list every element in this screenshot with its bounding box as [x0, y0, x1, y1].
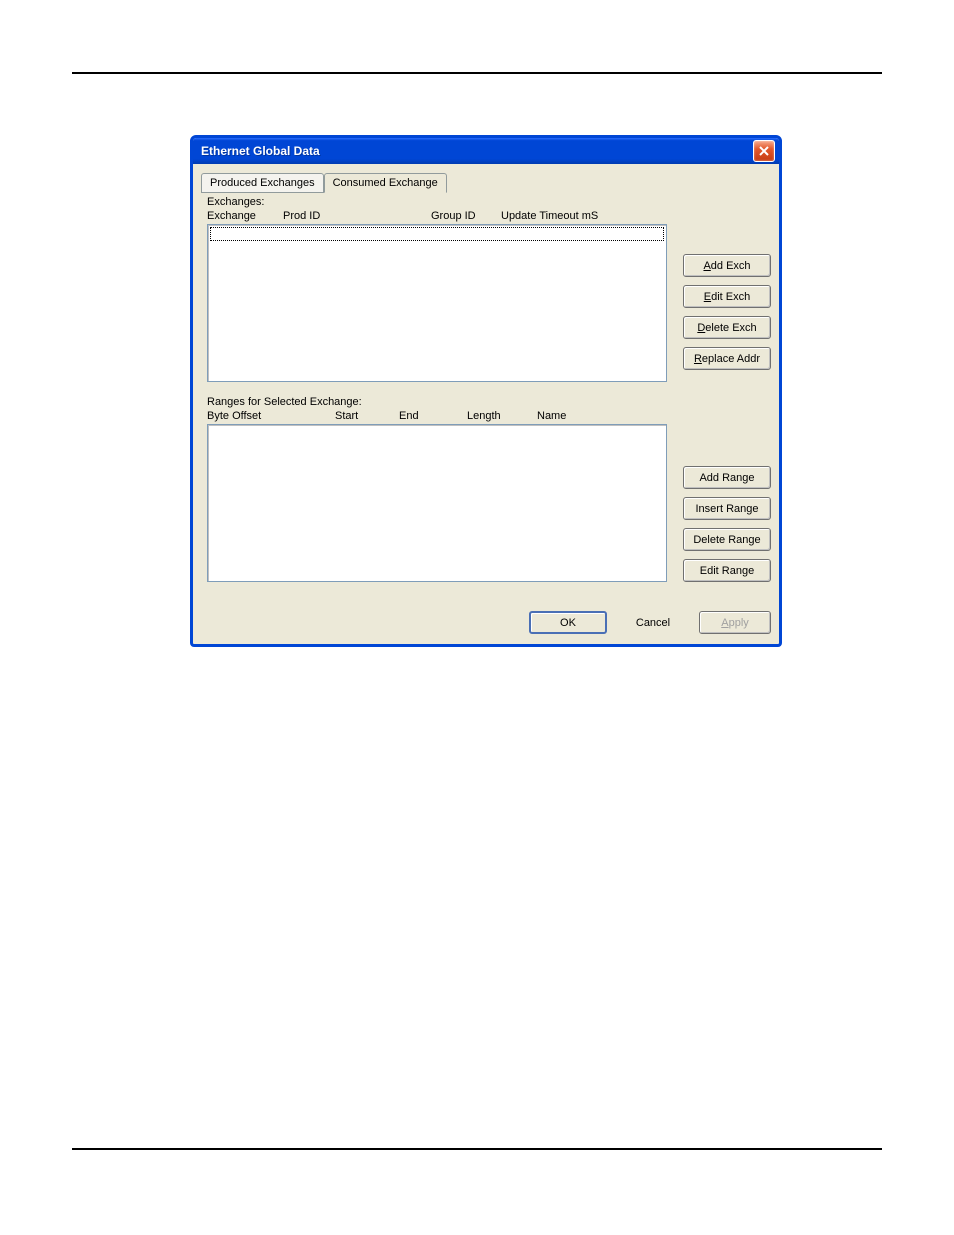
col-byte-offset: Byte Offset — [207, 410, 335, 422]
col-start: Start — [335, 410, 399, 422]
exchanges-listbox[interactable] — [207, 224, 667, 382]
close-icon — [759, 146, 769, 156]
col-update-timeout: Update Timeout mS — [501, 210, 598, 222]
page-rule-top — [72, 72, 882, 74]
col-end: End — [399, 410, 467, 422]
range-buttons: Add Range Insert Range Delete Range Edit… — [683, 466, 771, 582]
ranges-column-headers: Byte Offset Start End Length Name — [207, 410, 771, 422]
tabs-row: Produced Exchanges Consumed Exchange — [201, 172, 771, 192]
col-exchange: Exchange — [207, 210, 283, 222]
col-group-id: Group ID — [431, 210, 501, 222]
dialog-body: Produced Exchanges Consumed Exchange Exc… — [193, 164, 779, 644]
add-exch-button[interactable]: Add Exch — [683, 254, 771, 277]
replace-addr-button[interactable]: Replace Addr — [683, 347, 771, 370]
cancel-button[interactable]: Cancel — [623, 611, 683, 634]
ok-button[interactable]: OK — [529, 611, 607, 634]
ranges-listbox[interactable] — [207, 424, 667, 582]
col-prod-id: Prod ID — [283, 210, 431, 222]
edit-range-button[interactable]: Edit Range — [683, 559, 771, 582]
ranges-label: Ranges for Selected Exchange: — [207, 396, 771, 408]
add-range-button[interactable]: Add Range — [683, 466, 771, 489]
exchange-buttons: Add Exch Edit Exch Delete Exch Replace A… — [683, 254, 771, 370]
col-length: Length — [467, 410, 537, 422]
titlebar: Ethernet Global Data — [193, 138, 779, 164]
delete-exch-button[interactable]: Delete Exch — [683, 316, 771, 339]
apply-button[interactable]: Apply — [699, 611, 771, 634]
page-rule-bottom — [72, 1148, 882, 1150]
delete-range-button[interactable]: Delete Range — [683, 528, 771, 551]
dialog-title: Ethernet Global Data — [201, 144, 320, 158]
insert-range-button[interactable]: Insert Range — [683, 497, 771, 520]
dialog-footer: OK Cancel Apply — [529, 611, 771, 634]
close-button[interactable] — [753, 140, 775, 162]
ethernet-global-data-dialog: Ethernet Global Data Produced Exchanges … — [190, 135, 782, 647]
exchanges-selected-row[interactable] — [210, 227, 664, 241]
exchanges-label: Exchanges: — [207, 196, 771, 208]
exchanges-column-headers: Exchange Prod ID Group ID Update Timeout… — [207, 210, 771, 222]
consumed-exchange-panel: Exchanges: Exchange Prod ID Group ID Upd… — [201, 196, 771, 582]
col-name: Name — [537, 410, 566, 422]
edit-exch-button[interactable]: Edit Exch — [683, 285, 771, 308]
tab-consumed-exchange[interactable]: Consumed Exchange — [324, 173, 447, 193]
tab-produced-exchanges[interactable]: Produced Exchanges — [201, 173, 324, 193]
